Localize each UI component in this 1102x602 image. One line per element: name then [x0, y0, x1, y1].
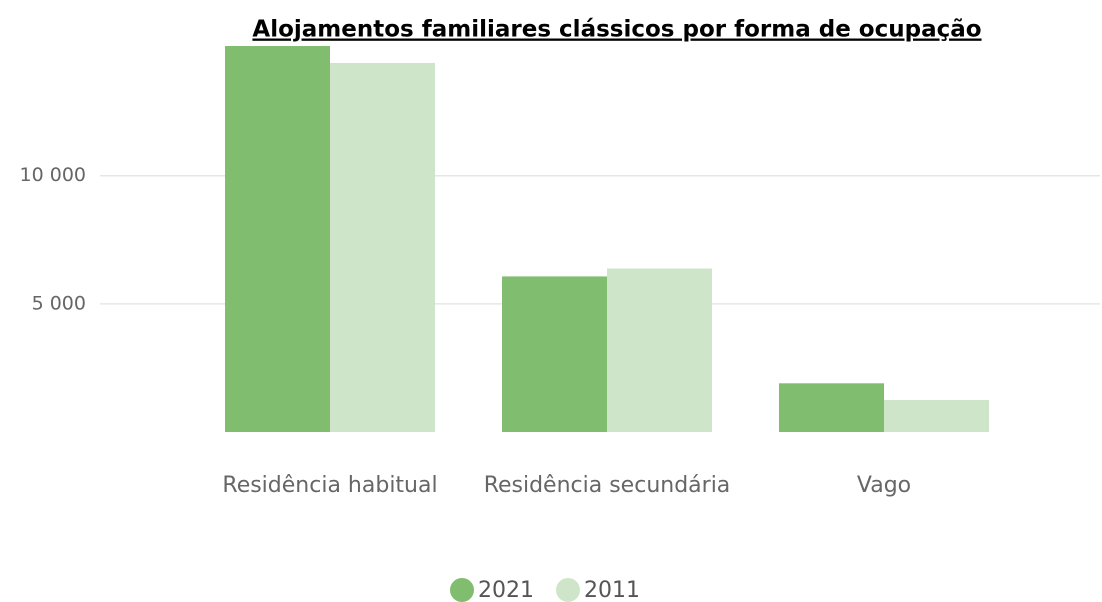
bar — [502, 276, 607, 432]
y-tick-label: 5 000 — [32, 292, 86, 314]
legend-swatch — [450, 578, 474, 602]
x-tick-label: Residência habitual — [222, 473, 438, 498]
bar — [607, 268, 712, 432]
legend-label: 2011 — [584, 578, 640, 602]
bar — [779, 383, 884, 432]
legend-swatch — [556, 578, 580, 602]
bar — [330, 62, 435, 432]
x-tick-label: Vago — [856, 473, 912, 498]
y-tick-label: 10 000 — [20, 164, 86, 186]
bar — [884, 399, 989, 432]
chart-title: Alojamentos familiares clássicos por for… — [252, 17, 981, 43]
legend-label: 2021 — [478, 578, 534, 602]
x-tick-label: Residência secundária — [483, 473, 731, 498]
bar — [225, 46, 330, 432]
